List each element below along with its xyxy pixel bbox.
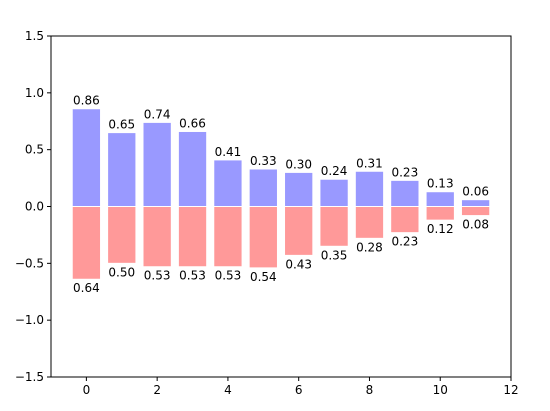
bar-label-positive-7: 0.24 xyxy=(321,164,348,178)
bar-negative-1 xyxy=(107,206,137,264)
x-tick-label-4: 8 xyxy=(366,383,374,397)
bar-negative-9 xyxy=(390,206,420,234)
x-tick-label-6: 12 xyxy=(503,383,518,397)
bar-label-positive-10: 0.13 xyxy=(427,177,454,191)
x-tick-label-0: 0 xyxy=(83,383,91,397)
bar-positive-3 xyxy=(177,130,208,207)
bar-positive-8 xyxy=(354,170,385,208)
bar-label-negative-0: 0.64 xyxy=(73,281,100,295)
y-tick-label-2: −0.5 xyxy=(15,256,44,270)
bar-negative-7 xyxy=(319,206,349,247)
bar-positive-2 xyxy=(142,121,172,207)
bar-label-negative-9: 0.23 xyxy=(391,235,418,249)
bar-positive-0 xyxy=(71,108,102,207)
x-tick-label-1: 2 xyxy=(153,383,161,397)
bar-label-negative-1: 0.50 xyxy=(108,265,135,279)
y-tick-label-1: −1.0 xyxy=(15,313,44,327)
bar-label-positive-3: 0.66 xyxy=(179,116,206,130)
bar-positive-11 xyxy=(460,199,491,207)
bar-negative-8 xyxy=(354,206,385,239)
bar-negative-10 xyxy=(425,206,455,221)
bar-positive-1 xyxy=(107,132,137,207)
bar-positive-9 xyxy=(390,179,420,208)
bar-positive-7 xyxy=(319,178,349,208)
bar-label-positive-0: 0.86 xyxy=(73,94,100,108)
bar-label-positive-6: 0.30 xyxy=(285,157,312,171)
bar-label-positive-9: 0.23 xyxy=(391,165,418,179)
bar-positive-10 xyxy=(425,191,455,207)
bar-positive-6 xyxy=(284,171,314,207)
bar-negative-3 xyxy=(177,206,208,268)
bar-labels-layer: 0.86 0.65 0.74 0.66 0.41 0.33 0.30 0.24 0.31 0.23… xyxy=(73,94,489,296)
x-tick-label-2: 4 xyxy=(224,383,232,397)
axes-layer: 0 2 4 6 8 10 12 −1.5 −1.0 −0.5 0.0 0.5 1.0 1.5 xyxy=(15,29,519,397)
bar-negative-5 xyxy=(248,206,278,269)
bar-label-positive-8: 0.31 xyxy=(356,156,383,170)
bar-negative-6 xyxy=(284,206,314,256)
bar-label-positive-4: 0.41 xyxy=(215,145,242,159)
bar-positive-5 xyxy=(248,168,278,208)
bar-label-negative-8: 0.28 xyxy=(356,240,383,254)
bar-negative-2 xyxy=(142,206,172,268)
y-tick-label-4: 0.5 xyxy=(25,143,44,157)
x-tick-label-3: 6 xyxy=(295,383,303,397)
y-tick-label-3: 0.0 xyxy=(25,200,44,214)
bar-label-negative-2: 0.53 xyxy=(144,269,171,283)
y-tick-label-5: 1.0 xyxy=(25,86,44,100)
x-tick-label-5: 10 xyxy=(433,383,448,397)
y-tick-label-0: −1.5 xyxy=(15,370,44,384)
bar-negative-11 xyxy=(460,206,491,217)
y-tick-label-6: 1.5 xyxy=(25,29,44,43)
bar-label-negative-10: 0.12 xyxy=(427,222,454,236)
bar-label-negative-4: 0.53 xyxy=(215,269,242,283)
bar-label-negative-11: 0.08 xyxy=(462,218,489,232)
bar-label-positive-1: 0.65 xyxy=(108,118,135,132)
bar-label-negative-3: 0.53 xyxy=(179,269,206,283)
bar-label-positive-11: 0.06 xyxy=(462,185,489,199)
bar-negative-0 xyxy=(71,206,102,280)
bar-label-negative-6: 0.43 xyxy=(285,257,312,271)
bar-label-positive-2: 0.74 xyxy=(144,107,171,121)
bar-positive-4 xyxy=(213,159,243,207)
bars-layer xyxy=(71,108,491,280)
bar-negative-4 xyxy=(213,206,243,268)
bar-label-negative-5: 0.54 xyxy=(250,270,277,284)
bar-label-negative-7: 0.35 xyxy=(321,248,348,262)
bar-label-positive-5: 0.33 xyxy=(250,154,277,168)
